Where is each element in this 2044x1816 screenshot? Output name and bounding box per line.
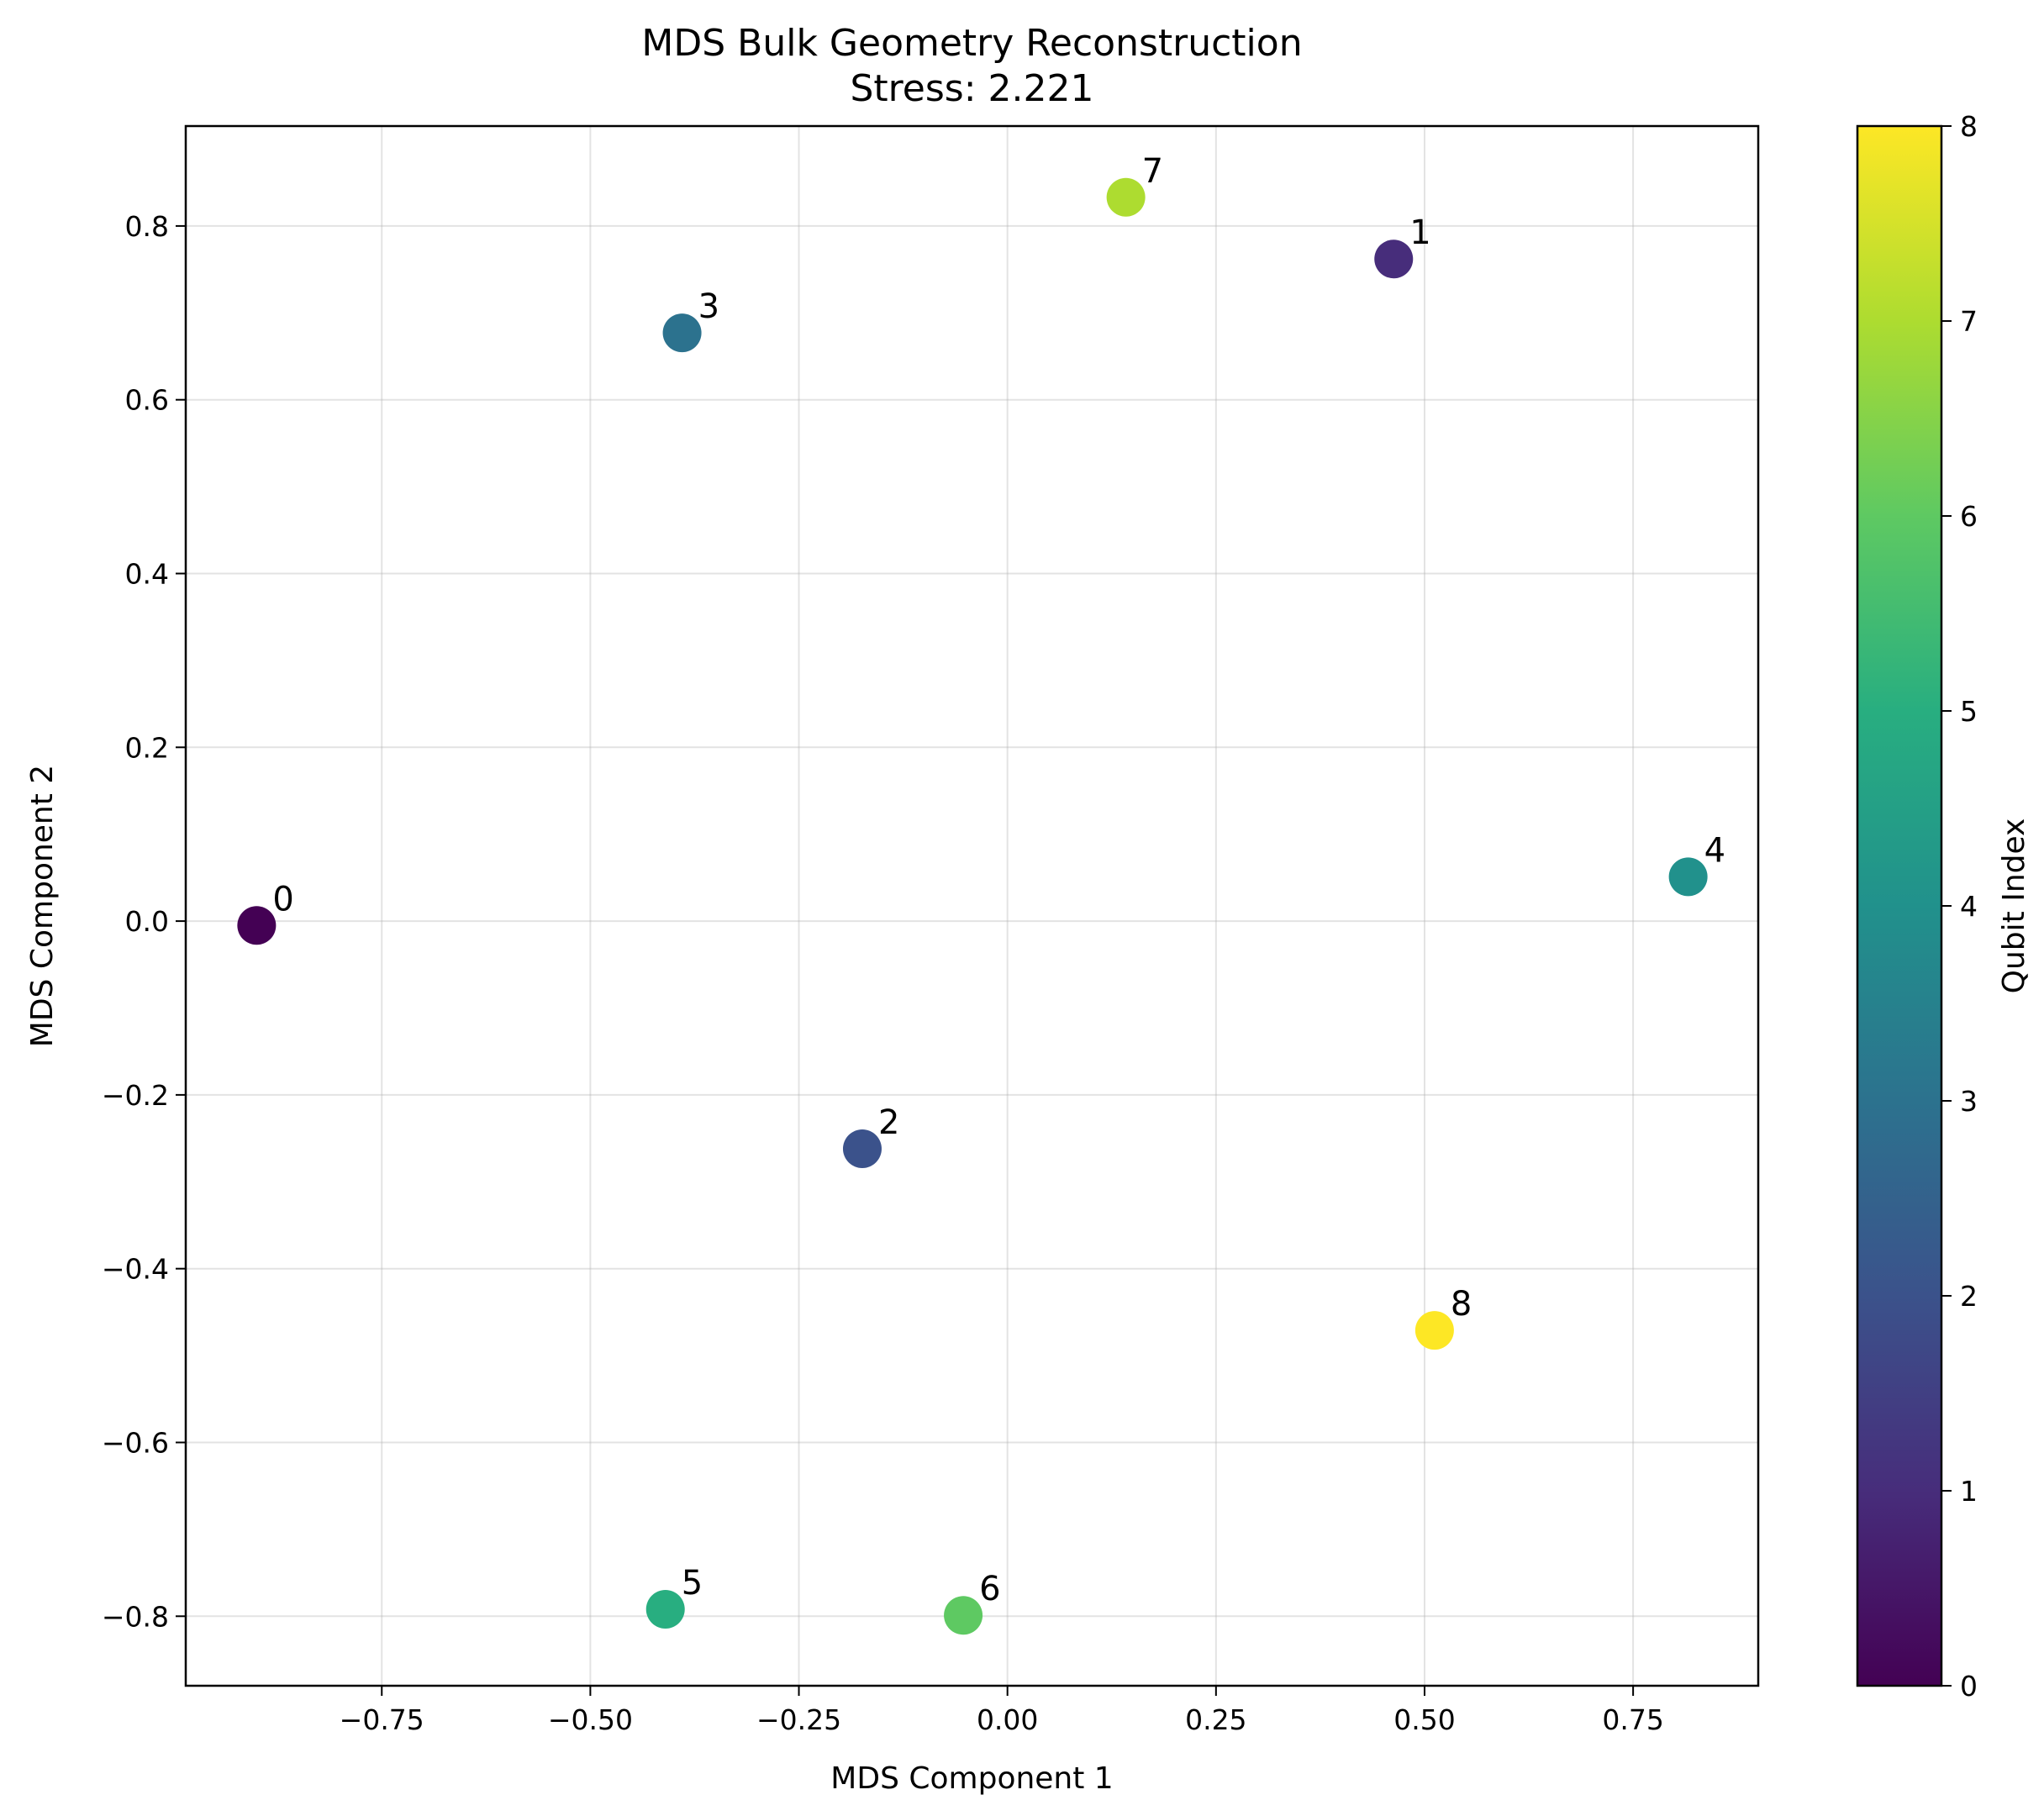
y-tick-label: −0.6 <box>102 1426 169 1459</box>
x-tick-label: 0.50 <box>1393 1703 1455 1736</box>
x-tick-label: 0.25 <box>1185 1703 1246 1736</box>
y-tick-label: 0.4 <box>125 558 169 591</box>
colorbar-tick-label: 5 <box>1960 695 1978 728</box>
y-axis-title: MDS Component 2 <box>25 765 60 1047</box>
x-tick-label: −0.75 <box>340 1703 424 1736</box>
point-label: 4 <box>1704 831 1725 870</box>
colorbar: 0 1 2 3 4 5 6 7 8 Qubit Index <box>1856 110 2031 1703</box>
scatter-point <box>1106 177 1146 217</box>
point-label: 0 <box>272 880 293 919</box>
x-tick-label: 0.00 <box>977 1703 1038 1736</box>
point-label: 5 <box>682 1564 703 1603</box>
y-tick-label: −0.2 <box>102 1079 169 1112</box>
colorbar-tick-label: 4 <box>1960 890 1978 923</box>
scatter-point <box>662 313 702 353</box>
y-tick-label: 0.2 <box>125 731 169 764</box>
colorbar-tick-label: 6 <box>1960 500 1978 533</box>
point-label: 1 <box>1409 213 1430 252</box>
y-axis: −0.8 −0.6 −0.4 −0.2 0.0 0.2 0.4 0.6 0.8 <box>102 210 186 1633</box>
colorbar-gradient <box>1856 124 1943 1687</box>
y-tick-label: 0.8 <box>125 210 169 243</box>
point-label: 8 <box>1451 1285 1472 1324</box>
colorbar-tick-label: 2 <box>1960 1280 1978 1313</box>
scatter-point <box>1414 1311 1454 1350</box>
chart-title: MDS Bulk Geometry Reconstruction <box>641 22 1302 65</box>
grid <box>186 126 1758 1686</box>
colorbar-tick-label: 1 <box>1960 1475 1978 1508</box>
scatter-point <box>1668 857 1708 897</box>
point-label: 3 <box>698 287 719 326</box>
y-tick-label: −0.4 <box>102 1253 169 1286</box>
scatter-point <box>944 1596 983 1635</box>
scatter-point <box>237 906 277 945</box>
data-points: 0 1 2 3 4 5 6 7 8 <box>237 152 1725 1635</box>
point-label: 7 <box>1142 152 1163 191</box>
colorbar-title: Qubit Index <box>1997 819 2031 994</box>
y-tick-label: 0.0 <box>125 905 169 938</box>
scatter-point <box>1374 240 1414 279</box>
colorbar-tick-label: 0 <box>1960 1670 1978 1703</box>
point-label: 2 <box>878 1103 899 1142</box>
colorbar-tick-label: 8 <box>1960 110 1978 143</box>
y-tick-label: −0.8 <box>102 1600 169 1633</box>
x-tick-label: −0.25 <box>756 1703 841 1736</box>
point-label: 6 <box>979 1570 1000 1608</box>
x-axis: −0.75 −0.50 −0.25 0.00 0.25 0.50 0.75 <box>340 1686 1664 1736</box>
x-axis-title: MDS Component 1 <box>830 1761 1113 1796</box>
colorbar-ticks: 0 1 2 3 4 5 6 7 8 <box>1941 110 1978 1703</box>
scatter-point <box>645 1590 685 1629</box>
chart-subtitle: Stress: 2.221 <box>851 67 1094 110</box>
y-tick-label: 0.6 <box>125 384 169 417</box>
scatter-point <box>842 1129 882 1168</box>
colorbar-tick-label: 7 <box>1960 305 1978 338</box>
colorbar-tick-label: 3 <box>1960 1085 1978 1118</box>
plot-frame <box>184 124 1760 1687</box>
x-tick-label: −0.50 <box>548 1703 633 1736</box>
x-tick-label: 0.75 <box>1602 1703 1663 1736</box>
